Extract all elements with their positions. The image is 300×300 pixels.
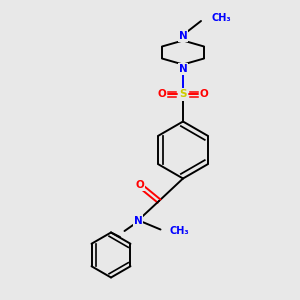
Text: N: N: [178, 64, 188, 74]
Text: O: O: [158, 89, 166, 100]
Text: CH₃: CH₃: [169, 226, 189, 236]
Text: O: O: [200, 89, 208, 100]
Text: S: S: [179, 89, 187, 100]
Text: CH₃: CH₃: [212, 13, 231, 23]
Text: N: N: [178, 31, 188, 41]
Text: N: N: [134, 215, 142, 226]
Text: O: O: [135, 179, 144, 190]
